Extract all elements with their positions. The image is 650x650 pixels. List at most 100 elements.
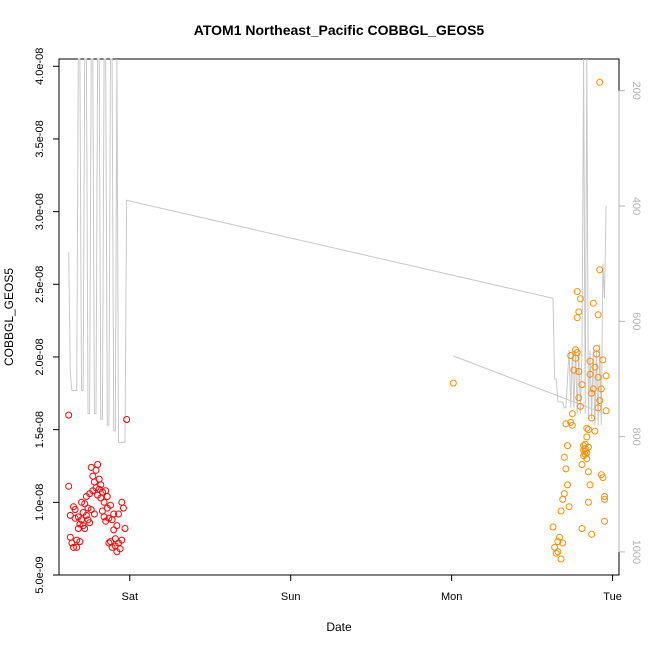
scatter-point-series-2 (556, 533, 563, 541)
chart-title: ATOM1 Northeast_Pacific COBBGL_GEOS5 (194, 22, 485, 38)
scatter-point-series-1 (71, 514, 79, 522)
scatter-point-series-1 (70, 543, 77, 551)
scatter-point-series-2 (568, 410, 576, 418)
scatter-point-series-2 (568, 421, 576, 429)
scatter-point-series-2 (562, 465, 570, 473)
scatter-point-series-2 (584, 426, 592, 434)
y-tick-label: 2.5e-08 (34, 266, 46, 303)
scatter-point-series-1 (118, 498, 126, 506)
scatter-point-series-2 (594, 311, 602, 319)
y-axis: 5.0e-09 1.0e-08 1.5e-08 2.0e-08 2.5e-08 3.0e-… (34, 48, 60, 594)
y-tick-label: 3.5e-08 (34, 120, 46, 157)
scatter-point-series-1 (76, 538, 84, 546)
scatter-point-series-2 (588, 414, 596, 422)
scatter-point-series-2 (573, 288, 581, 296)
scatter-point-series-2 (589, 385, 597, 393)
scatter-point-series-2 (557, 507, 565, 515)
scatter-point-series-2 (576, 402, 584, 410)
scatter-point-series-2 (578, 381, 586, 389)
scatter-point-series-1 (119, 504, 127, 512)
scatter-point-series-1 (100, 498, 108, 506)
scatter-point-series-2 (560, 490, 568, 498)
x-tick-label: Mon (441, 591, 462, 603)
scatter-point-series-2 (584, 443, 592, 451)
pressure-line (68, 58, 607, 443)
scatter-point-series-1 (89, 472, 97, 480)
scatter-point-series-2 (602, 407, 610, 415)
right-axis: 200 400 600 800 1000 (618, 82, 642, 564)
scatter-point-series-2 (594, 373, 602, 381)
scatter-point-series-1 (116, 545, 124, 553)
scatter-point-series-1 (86, 519, 94, 527)
x-tick-label: Sun (281, 591, 301, 603)
scatter-point-series-1 (110, 526, 118, 534)
y-axis-label: COBBGL_GEOS5 (2, 268, 16, 366)
scatter-point-series-1 (65, 482, 73, 490)
scatter-point-series-1 (105, 514, 113, 522)
scatter-point-series-1 (78, 498, 85, 506)
scatter-point-series-1 (97, 481, 105, 489)
scatter-point-series-2 (602, 372, 610, 380)
scatter-point-series-2 (586, 357, 594, 365)
scatter-point-series-2 (596, 78, 604, 86)
scatter-point-series-2 (601, 517, 608, 525)
y-tick-label: 4.0e-08 (34, 48, 46, 85)
y-tick-label: 1.0e-08 (34, 484, 46, 521)
x-tick-label: Sat (122, 591, 139, 603)
scatter-points-layer (65, 78, 610, 563)
right-tick-label: 200 (630, 82, 642, 100)
scatter-point-series-2 (601, 495, 608, 503)
scatter-point-series-2 (597, 385, 605, 393)
scatter-point-series-2 (594, 404, 602, 412)
scatter-point-series-1 (94, 461, 102, 468)
scatter-point-series-1 (121, 525, 129, 532)
scatter-point-series-2 (560, 453, 568, 461)
scatter-point-series-1 (108, 543, 116, 551)
scatter-point-series-2 (599, 474, 607, 482)
right-tick-label: 400 (630, 197, 642, 215)
scatter-point-series-2 (586, 370, 594, 378)
scatter-point-series-1 (76, 520, 84, 528)
scatter-point-series-2 (557, 555, 565, 563)
x-tick-label: Tue (603, 591, 622, 603)
scatter-point-series-2 (601, 493, 608, 500)
scatter-point-series-1 (100, 513, 108, 521)
scatter-point-series-2 (554, 538, 562, 546)
pressure-line-layer (68, 58, 607, 443)
scatter-point-series-2 (559, 539, 567, 547)
scatter-point-series-1 (110, 510, 118, 518)
y-tick-label: 3.0e-08 (34, 193, 46, 230)
scatter-point-series-2 (554, 548, 562, 556)
scatter-point-series-2 (562, 420, 570, 428)
scatter-point-series-1 (82, 511, 90, 519)
scatter-point-series-1 (84, 504, 92, 512)
scatter-point-series-1 (115, 510, 122, 518)
y-tick-label: 5.0e-09 (34, 556, 46, 593)
right-tick-label: 600 (630, 312, 642, 330)
scatter-point-series-2 (589, 299, 597, 307)
scatter-point-series-2 (588, 530, 596, 538)
scatter-point-series-2 (570, 366, 578, 374)
scatter-point-series-2 (584, 498, 592, 506)
scatter-point-series-2 (575, 368, 583, 375)
scatter-point-series-2 (564, 481, 571, 489)
scatter-point-series-2 (584, 468, 592, 476)
scatter-point-series-2 (599, 356, 607, 364)
scatter-point-series-2 (593, 344, 600, 352)
scatter-point-series-1 (71, 506, 79, 514)
scatter-point-series-2 (588, 389, 596, 397)
scatter-point-series-2 (581, 445, 589, 452)
scatter-point-series-2 (564, 442, 571, 450)
scatter-point-series-2 (552, 549, 560, 557)
scatter-point-series-2 (559, 495, 567, 503)
y-tick-label: 1.5e-08 (34, 411, 46, 448)
scatter-point-series-1 (98, 488, 106, 496)
scatter-point-series-1 (118, 536, 126, 544)
scatter-point-series-1 (73, 543, 81, 551)
scatter-point-series-2 (591, 363, 599, 371)
scatter-point-series-2 (575, 394, 583, 402)
scatter-point-series-1 (103, 493, 111, 500)
scatter-point-series-1 (65, 411, 73, 419)
scatter-point-series-2 (583, 433, 591, 441)
scatter-point-series-1 (90, 510, 98, 518)
